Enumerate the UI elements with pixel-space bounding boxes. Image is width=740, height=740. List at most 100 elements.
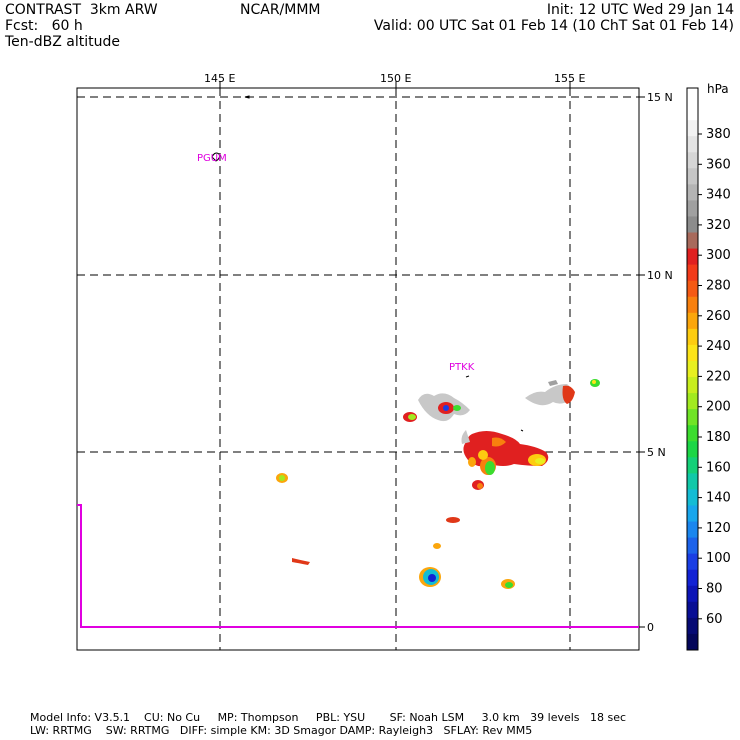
colorbar-swatch (687, 457, 698, 474)
echo-cell (453, 405, 461, 411)
domain-boundary (77, 504, 639, 628)
lat-lon-grid (77, 88, 639, 650)
colorbar-swatch (687, 120, 698, 137)
echo-cell (292, 558, 310, 565)
colorbar-swatch (687, 88, 698, 105)
echo-cell (428, 574, 436, 582)
echo-band (492, 437, 506, 447)
colorbar-tick-label: 300 (706, 248, 731, 263)
colorbar-swatch (687, 489, 698, 506)
colorbar-swatch (687, 136, 698, 153)
colorbar-swatch (687, 328, 698, 346)
colorbar-tick-label: 360 (706, 157, 731, 172)
chuuk-outline (465, 375, 470, 378)
colorbar-swatch (687, 393, 698, 410)
colorbar-tick-label: 260 (706, 309, 731, 324)
field-name: Ten-dBZ altitude (5, 34, 120, 50)
colorbar-swatch (687, 617, 698, 635)
colorbar-swatch (687, 505, 698, 523)
institution: NCAR/MMM (240, 2, 321, 18)
echo-cell (535, 458, 545, 464)
echo-cell (408, 414, 416, 420)
colorbar-swatch (687, 216, 698, 234)
colorbar-swatch (687, 296, 698, 314)
colorbar-tick-label: 320 (706, 218, 731, 233)
colorbar-frame (686, 87, 699, 651)
colorbar-tick-label: 140 (706, 491, 731, 506)
colorbar-tick-label: 120 (706, 521, 731, 536)
island-outline (244, 95, 250, 99)
guam-outline (211, 152, 221, 162)
colorbar-tick-label: 100 (706, 551, 731, 566)
colorbar-swatch (687, 232, 698, 250)
lat-label-10n: 10 N (647, 269, 673, 282)
echo-cell (279, 475, 285, 481)
colorbar-swatch (687, 168, 698, 185)
colorbar-swatch (687, 537, 698, 555)
echo-cluster (562, 385, 575, 404)
frame-ticks (219, 81, 645, 628)
colorbar-swatch (687, 104, 698, 121)
colorbar-tick-label: 60 (706, 612, 723, 627)
echo-cell (433, 543, 441, 549)
colorbar-swatch (687, 521, 698, 539)
lon-label-150e: 150 E (380, 72, 412, 85)
colorbar-swatch (687, 601, 698, 619)
colorbar-tick-label: 200 (706, 400, 731, 415)
colorbar-swatch (687, 184, 698, 201)
echo-cell (485, 461, 495, 475)
station-label-ptkk: PTKK (449, 362, 475, 373)
map-frame (76, 87, 640, 651)
colorbar-swatch (687, 585, 698, 603)
colorbar-swatch (687, 360, 698, 378)
lon-label-145e: 145 E (204, 72, 236, 85)
echo-cluster (525, 384, 573, 406)
colorbar-tick-label: 180 (706, 430, 731, 445)
colorbar-tick-label: 340 (706, 188, 731, 203)
echo-cell (478, 450, 488, 460)
echo-band (461, 430, 470, 444)
lon-label-155e: 155 E (554, 72, 586, 85)
colorbar-ticks: 380 360 340 320 300 280 260 240 220 200 180 160 140 1… (698, 127, 731, 627)
colorbar-swatch (687, 569, 698, 587)
valid-time: Valid: 00 UTC Sat 01 Feb 14 (10 ChT Sat … (373, 18, 734, 34)
model-info-line1: Model Info: V3.5.1 CU: No Cu MP: Thompso… (30, 711, 627, 724)
colorbar-unit: hPa (707, 82, 729, 96)
colorbar-swatch (687, 264, 698, 282)
colorbar-swatch (687, 248, 698, 266)
lat-label-15n: 15 N (647, 91, 673, 104)
colorbar-swatch (687, 473, 698, 490)
colorbar-swatch (687, 280, 698, 298)
echo-cell (468, 457, 476, 467)
colorbar-swatch (687, 441, 698, 458)
echo-cell (592, 380, 596, 384)
init-time: Init: 12 UTC Wed 29 Jan 14 (546, 2, 734, 18)
model-name: CONTRAST 3km ARW (5, 2, 158, 18)
echo-cluster (548, 380, 558, 386)
colorbar-swatch (687, 377, 698, 394)
colorbar-tick-label: 160 (706, 460, 731, 475)
colorbar-swatch (687, 344, 698, 362)
echo-cell (505, 582, 513, 588)
radar-echoes (276, 379, 600, 589)
model-info-line2: LW: RRTMG SW: RRTMG DIFF: simple KM: 3D … (30, 724, 533, 737)
island-outline (520, 429, 524, 432)
colorbar-swatch (687, 633, 698, 651)
colorbar-swatch (687, 553, 698, 571)
colorbar-swatch (687, 200, 698, 217)
colorbar-tick-label: 380 (706, 127, 731, 142)
echo-cell (446, 517, 460, 523)
lat-label-0: 0 (647, 621, 654, 634)
colorbar-swatch (687, 152, 698, 169)
colorbar-swatch (687, 312, 698, 330)
forecast-hour: Fcst: 60 h (5, 18, 83, 34)
lat-label-5n: 5 N (647, 446, 666, 459)
colorbar-swatches (687, 88, 698, 651)
colorbar-tick-label: 80 (706, 582, 723, 597)
colorbar-tick-label: 280 (706, 279, 731, 294)
colorbar-tick-label: 220 (706, 369, 731, 384)
colorbar-tick-label: 240 (706, 339, 731, 354)
station-label-pgum: PGUM (197, 153, 227, 164)
